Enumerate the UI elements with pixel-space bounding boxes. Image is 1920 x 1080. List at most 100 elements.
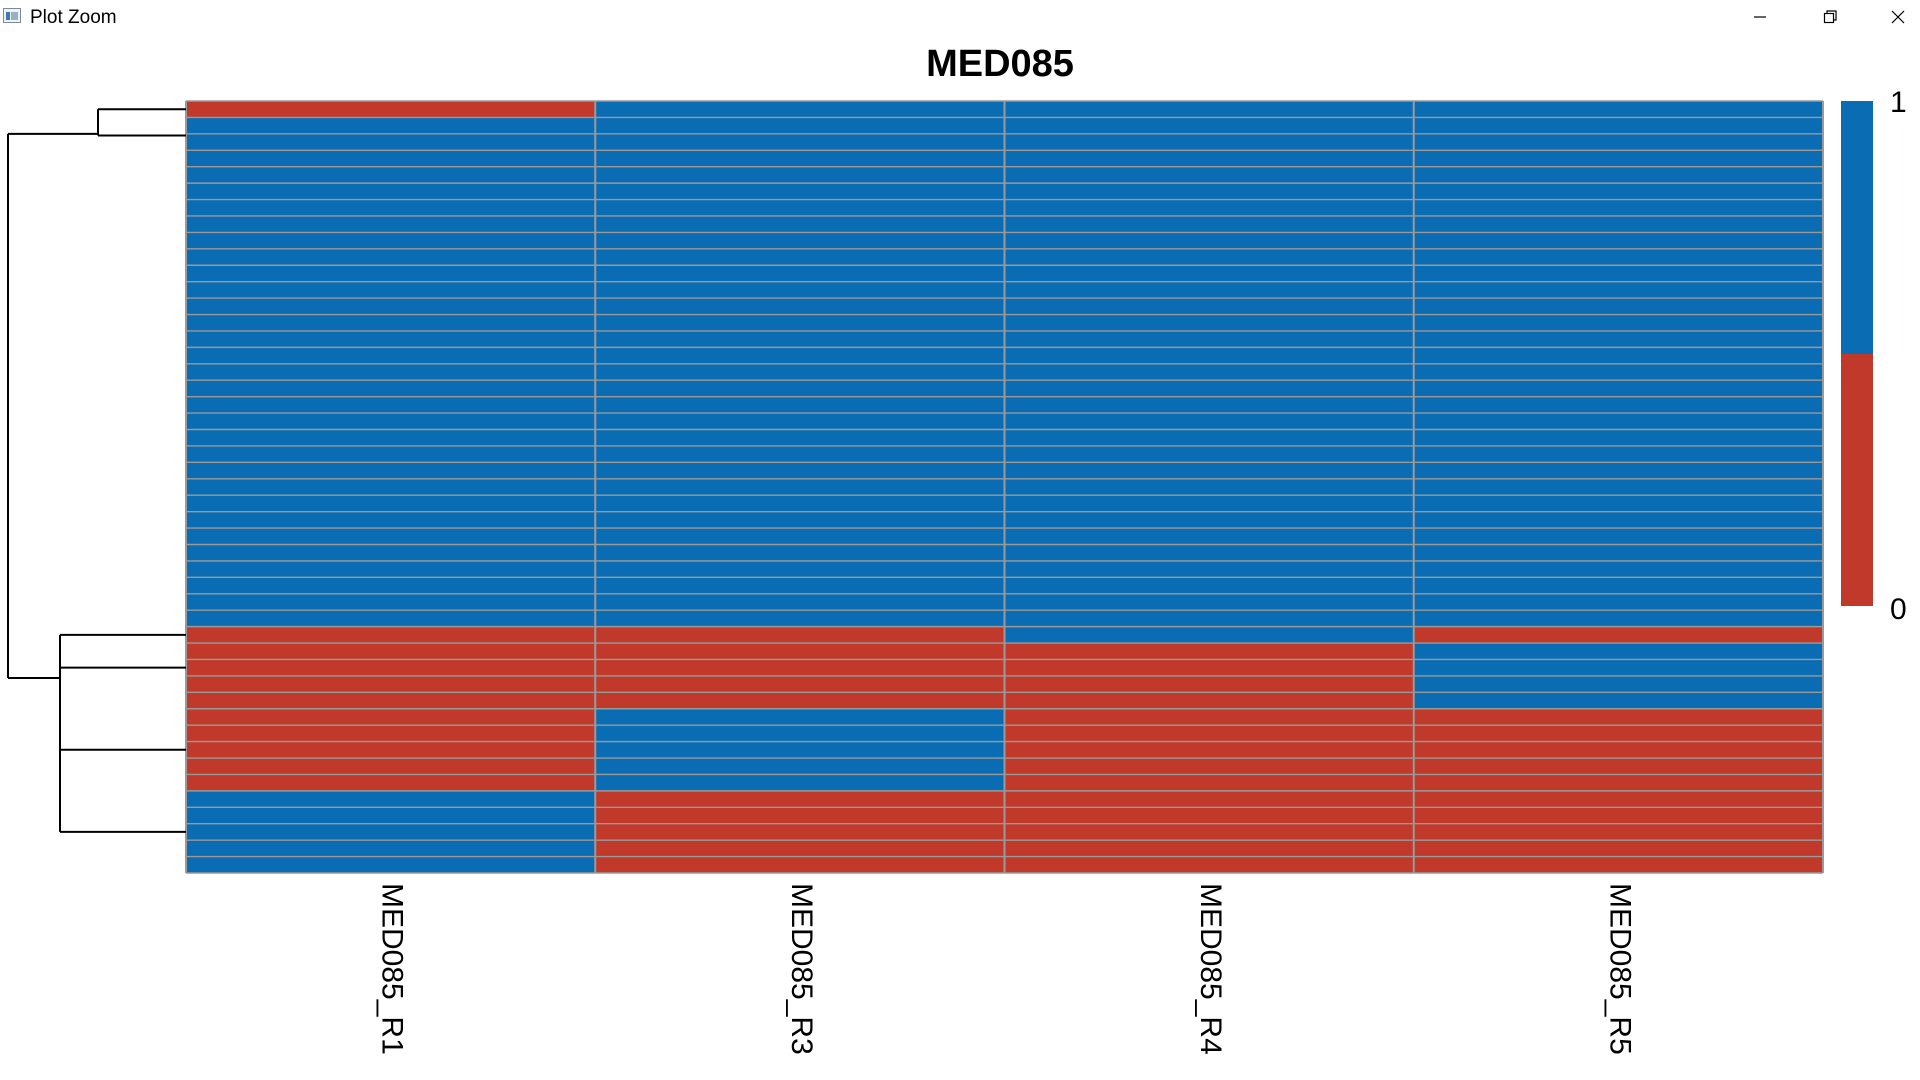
heatmap-cell (186, 232, 596, 249)
heatmap-cell (1004, 692, 1414, 709)
heatmap-cell (1004, 298, 1414, 315)
heatmap-cell (1413, 790, 1823, 808)
heatmap-cell (1413, 511, 1823, 529)
heatmap-cell (186, 183, 596, 200)
heatmap-cell (1413, 626, 1823, 644)
heatmap-cell (595, 758, 1005, 775)
heatmap-cell (1004, 429, 1414, 446)
heatmap-cell (1413, 445, 1823, 463)
heatmap-cell (1413, 413, 1823, 430)
heatmap-cell (186, 298, 596, 315)
heatmap-cell (1004, 199, 1414, 216)
heatmap-cell (186, 560, 596, 578)
heatmap-cell (595, 708, 1005, 726)
heatmap-cell (186, 363, 596, 381)
heatmap-cell (1004, 117, 1414, 134)
heatmap-cell (186, 429, 596, 446)
heatmap-cell (595, 741, 1005, 759)
heatmap-cell (1004, 823, 1414, 841)
heatmap-cell (595, 298, 1005, 315)
heatmap-cell (1004, 610, 1414, 627)
heatmap-cell (1004, 248, 1414, 266)
heatmap-cell (1004, 133, 1414, 151)
column-label: MED085_R3 (785, 883, 818, 1055)
heatmap-cell (1004, 380, 1414, 397)
heatmap-cell (1413, 248, 1823, 266)
heatmap-cell (1413, 166, 1823, 184)
heatmap-cell (1413, 692, 1823, 709)
heatmap-cell (1413, 544, 1823, 561)
heatmap-cell (1004, 741, 1414, 759)
heatmap-cell (595, 478, 1005, 496)
heatmap-cell (595, 659, 1005, 676)
restore-button[interactable] (1800, 0, 1860, 34)
heatmap-cell (186, 840, 596, 857)
close-button[interactable] (1868, 0, 1920, 34)
heatmap-cell (1004, 166, 1414, 184)
heatmap-cell (186, 445, 596, 463)
heatmap-cell (595, 807, 1005, 824)
heatmap-cell (186, 133, 596, 151)
heatmap-cell (186, 281, 596, 299)
heatmap-cell (595, 183, 1005, 200)
chart-title: MED085 (926, 43, 1074, 85)
heatmap-cell (186, 330, 596, 348)
heatmap-cell (595, 199, 1005, 216)
heatmap-cell (186, 774, 596, 791)
heatmap-cell (186, 347, 596, 364)
heatmap-cell (1004, 265, 1414, 282)
heatmap-cell (595, 626, 1005, 644)
heatmap-cell (1413, 807, 1823, 824)
heatmap-cell (595, 577, 1005, 594)
minimize-icon (1754, 16, 1766, 18)
minimize-button[interactable] (1730, 0, 1790, 34)
heatmap-cell (1004, 675, 1414, 693)
heatmap-cell (1413, 675, 1823, 693)
heatmap-cell (595, 511, 1005, 529)
app-icon (3, 8, 21, 23)
heatmap-cell (1004, 790, 1414, 808)
heatmap-cell (1004, 807, 1414, 824)
heatmap-cell (1413, 429, 1823, 446)
heatmap-cell (595, 643, 1005, 660)
heatmap-cell (1004, 856, 1414, 873)
heatmap-cell (186, 692, 596, 709)
heatmap-cell (1413, 659, 1823, 676)
heatmap-cell (186, 856, 596, 873)
heatmap-cell (1413, 380, 1823, 397)
window-title: Plot Zoom (30, 7, 117, 28)
heatmap-cell (186, 528, 596, 545)
heatmap-cell (186, 462, 596, 479)
heatmap-cell (1004, 840, 1414, 857)
heatmap-cell (1004, 708, 1414, 726)
heatmap-cell (595, 248, 1005, 266)
heatmap-cell (595, 560, 1005, 578)
heatmap-cell (1413, 593, 1823, 611)
heatmap-cell (186, 478, 596, 496)
heatmap-cell (595, 281, 1005, 299)
heatmap-cell (1004, 643, 1414, 660)
heatmap-cell (186, 117, 596, 134)
heatmap-cell (1413, 758, 1823, 775)
heatmap-cell (186, 725, 596, 742)
heatmap-cell (1004, 347, 1414, 364)
heatmap-cell (595, 445, 1005, 463)
heatmap-cell (595, 495, 1005, 512)
heatmap-cell (595, 462, 1005, 479)
heatmap-cell (595, 675, 1005, 693)
heatmap-cell (595, 593, 1005, 611)
heatmap-cell (1413, 577, 1823, 594)
heatmap-cell (1413, 856, 1823, 873)
heatmap-cell (595, 166, 1005, 184)
heatmap-cell (1413, 610, 1823, 627)
heatmap-cell (595, 790, 1005, 808)
heatmap-cell (186, 265, 596, 282)
heatmap-cell (186, 708, 596, 726)
heatmap-cell (1004, 495, 1414, 512)
heatmap-cell (186, 643, 596, 660)
heatmap-cell (1413, 741, 1823, 759)
heatmap-cell (595, 692, 1005, 709)
heatmap-cell (1413, 314, 1823, 331)
color-legend: 10 (1841, 86, 1907, 626)
